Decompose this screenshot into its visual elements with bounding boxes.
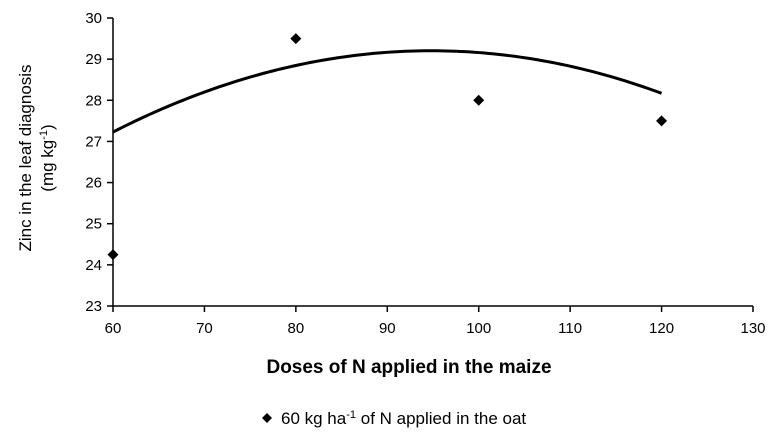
y-axis-title: Zinc in the leaf diagnosis (mg kg-1) [16, 64, 57, 251]
y-axis-ticks: 23 24 25 26 27 28 29 30 [85, 10, 113, 315]
legend-label-sup: -1 [346, 409, 356, 421]
data-point [656, 115, 668, 127]
axes [112, 18, 753, 307]
y-axis-unit-pre: (mg kg [38, 140, 57, 192]
trendline [112, 49, 663, 134]
y-tick-label: 27 [85, 133, 102, 150]
y-axis-title-line2: (mg kg-1) [38, 124, 57, 191]
x-axis-ticks: 60 70 80 90 100 110 120 130 [105, 306, 766, 337]
x-tick-label: 130 [740, 320, 765, 337]
y-tick-label: 25 [85, 216, 102, 233]
x-tick-label: 100 [466, 320, 491, 337]
x-tick-label: 110 [558, 320, 582, 337]
y-tick-label: 28 [85, 92, 102, 109]
x-axis-title: Doses of N applied in the maize [266, 357, 551, 378]
legend-label-pre: 60 kg ha [281, 409, 347, 428]
x-tick-label: 120 [649, 320, 674, 337]
x-tick-label: 80 [288, 320, 305, 337]
data-points [107, 33, 668, 261]
y-tick-label: 26 [85, 175, 102, 192]
y-axis-unit-sup: -1 [38, 130, 50, 140]
data-point [473, 94, 485, 106]
y-axis-title-line1: Zinc in the leaf diagnosis [16, 64, 35, 251]
data-point [290, 33, 302, 45]
data-point [107, 249, 119, 261]
x-tick-label: 70 [196, 320, 213, 337]
legend-label: 60 kg ha-1 of N applied in the oat [281, 409, 526, 428]
x-tick-label: 90 [379, 320, 396, 337]
y-tick-label: 29 [85, 51, 102, 68]
legend: 60 kg ha-1 of N applied in the oat [262, 409, 526, 428]
y-tick-label: 23 [85, 298, 102, 315]
trendline-group [112, 49, 663, 134]
x-tick-label: 60 [105, 320, 122, 337]
y-tick-label: 30 [85, 10, 102, 27]
y-tick-label: 24 [85, 257, 102, 274]
legend-label-post: of N applied in the oat [356, 409, 526, 428]
y-axis-unit-post: ) [38, 124, 57, 130]
legend-marker-diamond [262, 413, 272, 423]
